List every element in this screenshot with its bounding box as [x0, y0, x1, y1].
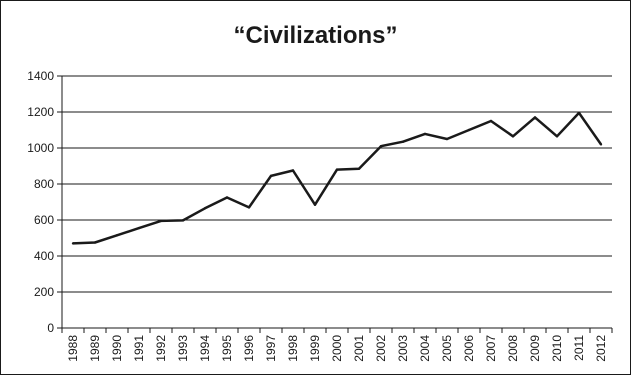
- data-point: [577, 111, 581, 115]
- data-point: [115, 234, 119, 237]
- x-tick-label: 1992: [154, 335, 168, 362]
- data-point: [181, 219, 185, 222]
- x-tick-label: 1997: [264, 335, 278, 362]
- y-tick-labels: 0 200 400 600 800 1000 1200 1400: [27, 69, 54, 335]
- data-point: [313, 203, 317, 206]
- data-point: [357, 167, 361, 170]
- y-tick-label: 0: [47, 321, 54, 335]
- x-tick-label: 1996: [242, 335, 256, 362]
- x-tick-label: 1995: [220, 335, 234, 362]
- x-tick-label: 2003: [396, 335, 410, 362]
- data-point: [225, 196, 229, 199]
- series-line: [72, 111, 603, 245]
- data-point: [159, 219, 163, 223]
- x-tick-label: 2002: [374, 335, 388, 362]
- x-tick-label: 1989: [88, 335, 102, 362]
- y-tick-label: 1000: [27, 141, 54, 155]
- data-point: [291, 169, 295, 172]
- data-point: [401, 140, 405, 143]
- data-point: [489, 119, 493, 123]
- data-point: [533, 116, 537, 119]
- data-point: [599, 143, 603, 146]
- x-tick-label: 2000: [330, 335, 344, 362]
- series-layer: [71, 111, 603, 245]
- data-point: [511, 135, 515, 138]
- x-tick-label: 2010: [550, 335, 564, 362]
- x-tick-label: 1988: [66, 335, 80, 362]
- x-tick-labels: 1988 1989 1990 1991 1992 1993 1994 1995 1996 1997…: [66, 335, 608, 362]
- data-point: [335, 168, 339, 171]
- x-tick-label: 1994: [198, 335, 212, 362]
- y-tick-label: 200: [34, 285, 54, 299]
- x-tick-label: 1990: [110, 335, 124, 362]
- data-point: [423, 132, 427, 136]
- data-point: [445, 137, 449, 141]
- data-point: [71, 242, 75, 245]
- y-tick-label: 600: [34, 213, 54, 227]
- x-tick-label: 2007: [484, 335, 498, 362]
- x-tick-label: 2008: [506, 335, 520, 362]
- x-tick-label: 2001: [352, 335, 366, 362]
- x-tick-label: 1993: [176, 335, 190, 362]
- x-tick-label: 2009: [528, 335, 542, 362]
- x-tick-label: 1998: [286, 335, 300, 362]
- data-point: [467, 128, 471, 132]
- y-tick-label: 1400: [27, 69, 54, 83]
- y-tick-label: 400: [34, 249, 54, 263]
- x-tick-label: 1999: [308, 335, 322, 362]
- y-tick-label: 800: [34, 177, 54, 191]
- axes: [57, 75, 613, 333]
- data-point: [247, 206, 251, 209]
- x-tick-label: 2011: [572, 335, 586, 361]
- data-point: [203, 207, 207, 210]
- x-tick-label: 1991: [132, 335, 146, 362]
- x-tick-label: 2004: [418, 335, 432, 362]
- y-tick-label: 1200: [27, 105, 54, 119]
- data-point: [93, 241, 97, 244]
- x-tick-label: 2012: [594, 335, 608, 362]
- gridlines: [62, 75, 612, 293]
- chart-title: “Civilizations”: [233, 22, 398, 49]
- data-point: [379, 145, 383, 148]
- data-point: [269, 174, 273, 178]
- x-tick-label: 2005: [440, 335, 454, 362]
- data-point: [137, 226, 141, 230]
- data-point: [555, 135, 559, 138]
- x-tick-label: 2006: [462, 335, 476, 362]
